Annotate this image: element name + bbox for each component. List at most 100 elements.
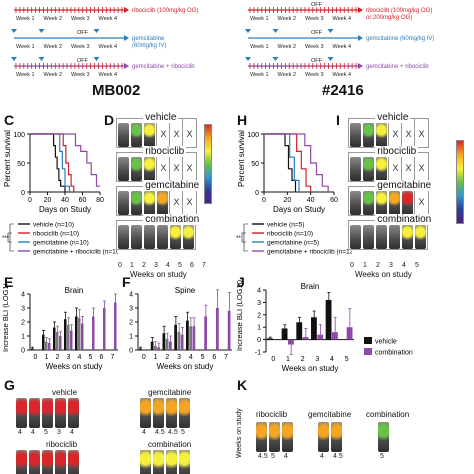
panel-letter-j: J	[237, 274, 245, 290]
bar-y-tick-label: 4	[129, 292, 133, 299]
bar-chart-j: Brain -1 0 1 2 3 4 0 1 2 3 4 5 Increase BLI (LOG10) We…	[235, 280, 354, 373]
mouse-bli-image	[376, 225, 387, 249]
bar-y-label: Increase BLI (LOG10)	[1, 284, 10, 352]
bli-colorbar-d	[204, 124, 212, 204]
bli-image-row	[116, 220, 196, 250]
km-x-tick-label: 40	[61, 197, 69, 204]
week-value-label: 4	[31, 429, 35, 436]
km-series-line	[264, 133, 297, 192]
week-value-label: 4	[70, 429, 74, 436]
schedule-drug-label: ribociclib (100mg/kg OG)	[132, 8, 198, 14]
bar	[296, 322, 303, 340]
bar-y-tick-label: 4	[21, 292, 25, 299]
off-label: OFF	[77, 30, 89, 36]
bar	[31, 348, 34, 350]
week-label: Week 4	[333, 44, 352, 50]
km-x-tick-label: 40	[307, 197, 315, 204]
km-series-line	[30, 133, 66, 192]
bar-y-tick-label: 0	[21, 348, 25, 355]
week-tick-label: 1	[130, 262, 134, 269]
week-label: Week 3	[305, 72, 324, 78]
week-label: Week 4	[99, 72, 118, 78]
schedule-arrowhead	[358, 63, 363, 69]
week-value-label: 4	[18, 429, 22, 436]
bar	[311, 317, 317, 340]
mouse-bli-image	[350, 157, 361, 181]
week-value-label: 5	[44, 429, 48, 436]
mouse-bli-image	[144, 191, 155, 215]
mouse-bli-image	[350, 123, 361, 147]
legend-label: gemcitabine + ribociclib (n=10)	[33, 249, 118, 256]
significance-bracket	[243, 223, 248, 252]
mouse-bli-image	[118, 123, 129, 147]
week-tick-label: 0	[118, 262, 122, 269]
legend-label: ribociclib (n=10)	[267, 231, 313, 238]
bar-x-tick-label: 0	[34, 354, 38, 361]
schedule-arrowhead	[124, 7, 129, 13]
mouse-bli-image	[140, 398, 151, 428]
week-value-label: 5	[271, 453, 275, 460]
bar	[216, 308, 219, 350]
bar	[64, 319, 67, 350]
week-value-label: 4.5	[333, 453, 343, 460]
legend-label: gemcitabine (n=5)	[267, 240, 319, 247]
group-label-vehicle: vehicle	[52, 388, 77, 397]
mouse-bli-image	[282, 422, 293, 452]
km-y-tick-label: 0	[255, 190, 259, 197]
mouse-bli-image	[256, 422, 267, 452]
bar	[157, 347, 160, 350]
gemcitabine-dose-arrow	[245, 29, 251, 33]
mouse-bli-image	[183, 225, 194, 249]
km-x-tick-label: 0	[262, 197, 266, 204]
mouse-bli-image	[179, 398, 190, 428]
bar-x-tick-label: 3	[177, 354, 181, 361]
week-value-label: 4.5	[168, 429, 178, 436]
legend-label: vehicle (n=5)	[267, 222, 304, 229]
group-label-ribociclib: ribociclib	[256, 410, 288, 419]
week-label: Week 4	[99, 44, 118, 50]
gemcitabine-dose-arrow	[327, 29, 334, 33]
week-tick-label: 2	[376, 262, 380, 269]
week-label: Week 2	[278, 16, 297, 22]
schedule-arrowhead	[358, 35, 363, 41]
bar	[150, 341, 154, 350]
bar-x-label: Weeks on study	[282, 364, 339, 373]
week-tick-label: 5	[178, 262, 182, 269]
schedule-drug-label: gemcitabine + ribociclib	[366, 64, 429, 70]
bar	[42, 334, 45, 350]
mouse-bli-image	[118, 191, 129, 215]
week-tick-label: 1	[363, 262, 367, 269]
week-label: Week 1	[16, 16, 35, 22]
week-label: Week 3	[305, 16, 324, 22]
bar	[317, 334, 324, 340]
bar-y-tick-label: 2	[21, 320, 25, 327]
mouse-bli-image	[350, 225, 361, 249]
bar-x-tick-label: 0	[142, 354, 146, 361]
group-label-ribociclib: ribociclib	[375, 146, 419, 157]
mouse-bli-image	[131, 157, 142, 181]
mouse-bli-image	[16, 450, 27, 474]
weeks-axis-label-d: Weeks on study	[130, 270, 187, 279]
bar-chart-title: Brain	[301, 282, 320, 291]
group-label-combination: combination	[143, 214, 202, 225]
weeks-axis-i: 0 1 2 3 4 5	[348, 262, 428, 272]
bar-x-tick-label: 4	[330, 356, 334, 363]
week-value-label: 4.5	[258, 453, 268, 460]
bar	[162, 333, 166, 350]
week-tick-label: 3	[154, 262, 158, 269]
off-label: OFF	[311, 2, 323, 8]
bar	[114, 302, 117, 350]
legend-swatch	[364, 348, 372, 355]
bar-y-tick-label: 0	[257, 337, 261, 344]
week-label: Week 4	[99, 16, 118, 22]
bar	[154, 345, 157, 350]
km-x-tick-label: 20	[283, 197, 291, 204]
mouse-bli-image	[363, 191, 374, 215]
schedule-arrowhead	[124, 35, 129, 41]
bar	[177, 331, 181, 350]
bar-x-label: Weeks on study	[46, 362, 103, 371]
bar	[204, 316, 207, 350]
week-tick-label: 3	[389, 262, 393, 269]
panel-letter-d: D	[104, 112, 115, 128]
